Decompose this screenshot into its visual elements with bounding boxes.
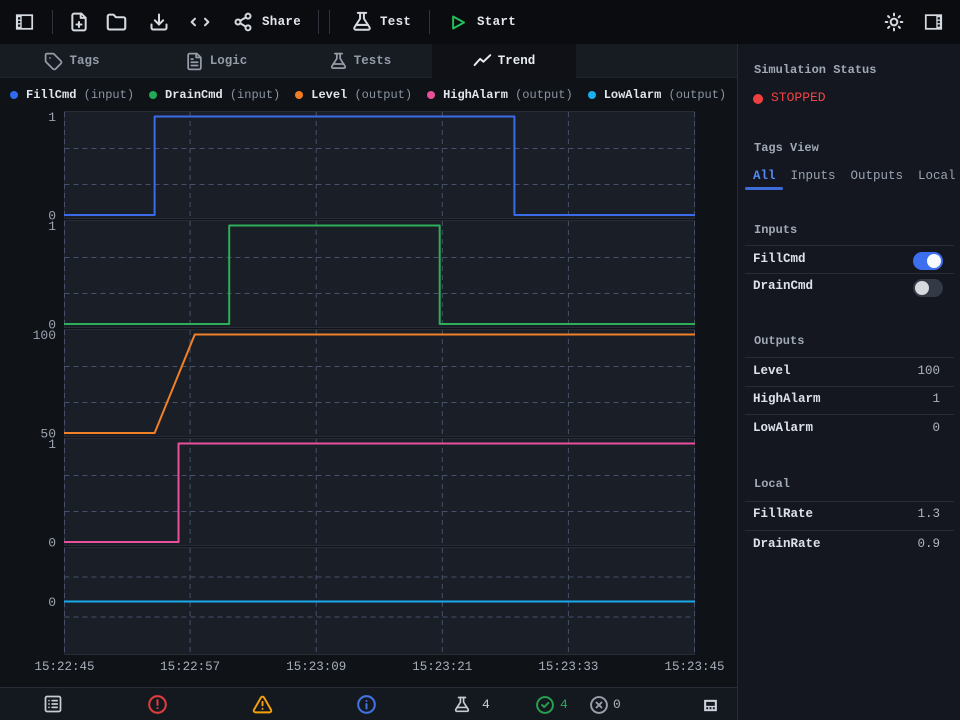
svg-text:0: 0 [48,209,56,224]
svg-text:15:22:45: 15:22:45 [34,660,94,674]
svg-text:15:22:57: 15:22:57 [160,660,220,674]
svg-text:1: 1 [48,437,56,452]
svg-text:15:23:09: 15:23:09 [286,660,346,674]
svg-text:100: 100 [33,328,56,343]
svg-text:50: 50 [40,427,56,442]
svg-text:15:23:21: 15:23:21 [412,660,472,674]
svg-text:15:23:45: 15:23:45 [664,660,724,674]
svg-text:0: 0 [48,595,56,610]
svg-text:0: 0 [48,536,56,551]
svg-text:0: 0 [48,318,56,333]
svg-text:1: 1 [48,110,56,125]
svg-text:1: 1 [48,219,56,234]
svg-text:15:23:33: 15:23:33 [538,660,598,674]
